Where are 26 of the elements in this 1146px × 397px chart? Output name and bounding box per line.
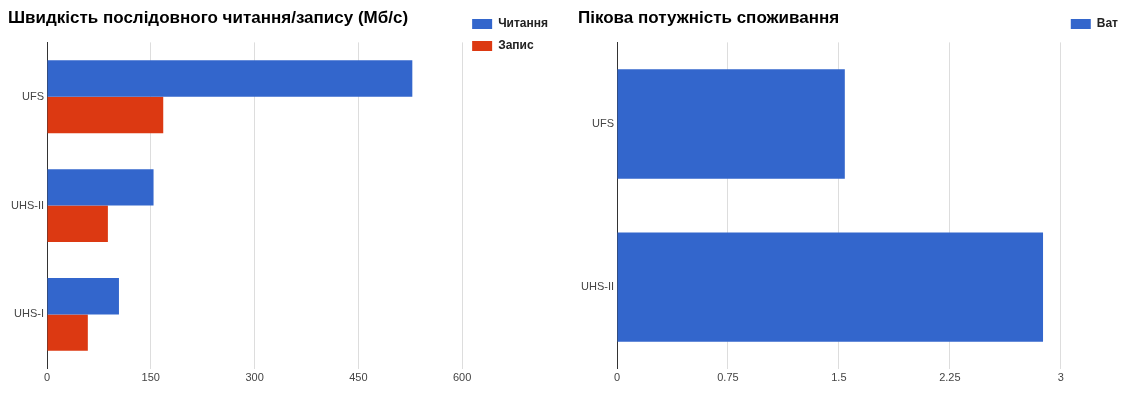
x-tick-label: 300 [245, 371, 264, 384]
bar [47, 205, 108, 243]
y-tick-label: UFS [22, 89, 44, 102]
chart-title: Пікова потужність споживання [578, 7, 840, 27]
x-tick-label: 2.25 [939, 371, 961, 384]
bar [47, 277, 119, 315]
y-tick-label: UHS-I [14, 307, 44, 320]
bar [47, 60, 413, 97]
x-tick-label: 0.75 [717, 371, 739, 384]
y-tick-label: UHS-II [581, 280, 614, 293]
bar [47, 169, 154, 206]
x-tick-label: 0 [613, 371, 621, 384]
x-tick-label: 150 [141, 371, 160, 384]
bar [47, 314, 88, 351]
x-tick-label: 0 [43, 371, 51, 384]
x-tick-label: 3 [1057, 371, 1064, 384]
x-tick-label: 1.5 [831, 371, 847, 384]
legend-label: Ват [1096, 16, 1119, 31]
legend-label: Запис [498, 38, 534, 53]
x-tick-label: 450 [349, 371, 368, 384]
y-tick-label: UHS-II [11, 198, 44, 211]
bar [47, 96, 164, 134]
y-tick-label: UFS [592, 117, 614, 130]
legend-label: Читання [498, 16, 548, 31]
x-tick-label: 600 [452, 371, 472, 384]
chart-title: Швидкість послідовного читання/запису (Мб/с) [8, 7, 409, 27]
